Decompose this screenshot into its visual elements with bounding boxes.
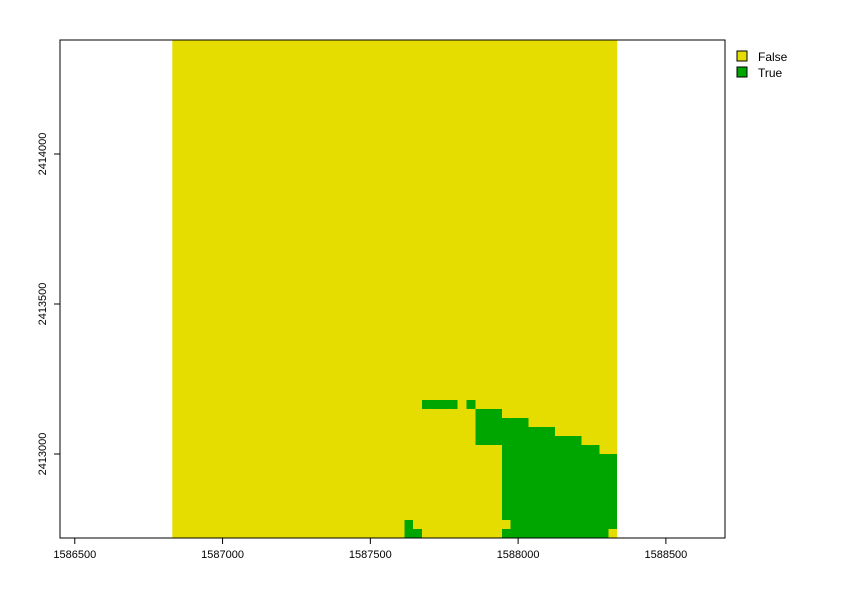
legend-swatch-true (736, 66, 748, 78)
raster-true-cell (413, 529, 423, 538)
raster-layer (172, 40, 618, 538)
legend-label-true: True (758, 66, 783, 80)
y-tick-label: 2413500 (37, 283, 49, 326)
y-tick-label: 2414000 (37, 133, 49, 176)
raster-true-cell (581, 445, 600, 520)
x-axis: 1586500 1587000 1587500 1588000 1588500 (53, 537, 687, 561)
raster-true-cell (404, 520, 414, 538)
raster-true-cell (466, 400, 476, 409)
raster-true-cell (528, 427, 556, 520)
y-axis: 2413000 2413500 2414000 (37, 133, 61, 476)
legend-label-false: False (758, 50, 788, 64)
x-tick-label: 1587000 (201, 549, 244, 561)
x-tick-label: 1588000 (497, 549, 540, 561)
y-tick-label: 2413000 (37, 433, 49, 476)
raster-true-cell (422, 400, 458, 409)
x-tick-label: 1588500 (644, 549, 687, 561)
raster-true-cell (599, 454, 618, 529)
x-tick-label: 1586500 (53, 549, 96, 561)
x-tick-label: 1587500 (349, 549, 392, 561)
raster-true-cell (501, 418, 529, 520)
raster-true-cell (555, 436, 582, 520)
legend-swatch-false (736, 50, 748, 62)
raster-true-cell (475, 409, 502, 445)
raster-true-cell (510, 520, 609, 538)
legend: False True (736, 50, 788, 80)
raster-true-cell (501, 529, 511, 538)
